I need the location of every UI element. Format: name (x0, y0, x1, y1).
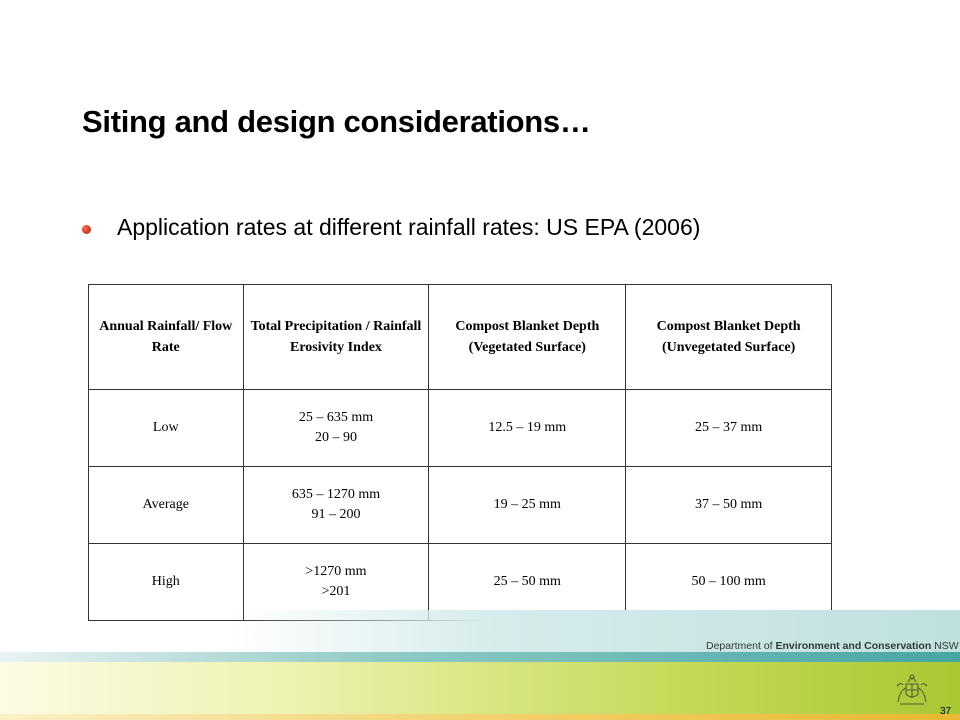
cell-unvegetated: 37 – 50 mm (625, 466, 832, 544)
cell-vegetated: 12.5 – 19 mm (428, 389, 627, 467)
header-total-precipitation: Total Precipitation / Rainfall Erosivity… (242, 284, 430, 390)
department-label: Department of Environment and Conservati… (706, 640, 959, 652)
dept-suffix: NSW (934, 640, 959, 652)
nsw-coat-of-arms-icon (896, 674, 928, 705)
cell-rate: Average (88, 466, 244, 544)
table-row: Low 25 – 635 mm 20 – 90 12.5 – 19 mm 25 … (88, 389, 832, 467)
cell-rate: High (88, 543, 244, 621)
cell-precipitation: 635 – 1270 mm 91 – 200 (242, 466, 430, 544)
bullet-item: Application rates at different rainfall … (82, 214, 700, 241)
slide-title: Siting and design considerations… (82, 104, 591, 139)
cell-precip-mm: 635 – 1270 mm (291, 487, 381, 502)
cell-rate: Low (88, 389, 244, 467)
cell-vegetated: 25 – 50 mm (428, 543, 627, 621)
table-row: High >1270 mm >201 25 – 50 mm 50 – 100 m… (88, 543, 832, 621)
cell-erosivity: >201 (321, 584, 351, 599)
cell-precipitation: 25 – 635 mm 20 – 90 (242, 389, 430, 467)
cell-unvegetated: 50 – 100 mm (625, 543, 832, 621)
cell-erosivity: 91 – 200 (311, 507, 361, 522)
cell-precipitation: >1270 mm >201 (242, 543, 430, 621)
cell-precip-mm: >1270 mm (305, 564, 367, 579)
cell-unvegetated: 25 – 37 mm (625, 389, 832, 467)
page-number: 37 (940, 706, 952, 717)
bullet-text: Application rates at different rainfall … (117, 214, 701, 240)
header-unvegetated-depth: Compost Blanket Depth (Unvegetated Surfa… (625, 284, 832, 390)
dept-prefix: Department of (706, 640, 773, 652)
dept-name: Environment and Conservation (775, 640, 932, 652)
header-vegetated-depth: Compost Blanket Depth (Vegetated Surface… (428, 284, 627, 390)
footer-band-gold (0, 714, 960, 720)
footer-band: Department of Environment and Conservati… (0, 610, 960, 720)
footer-band-green (0, 662, 960, 714)
table-header-row: Annual Rainfall/ Flow Rate Total Precipi… (88, 284, 832, 390)
cell-erosivity: 20 – 90 (314, 430, 357, 445)
footer-band-teal (0, 652, 960, 662)
cell-precip-mm: 25 – 635 mm (298, 410, 374, 425)
application-rates-table: Annual Rainfall/ Flow Rate Total Precipi… (88, 284, 832, 621)
cell-vegetated: 19 – 25 mm (428, 466, 627, 544)
table-row: Average 635 – 1270 mm 91 – 200 19 – 25 m… (88, 466, 832, 544)
bullet-dot-icon (82, 225, 91, 234)
footer-band-top (230, 610, 960, 654)
header-annual-rainfall: Annual Rainfall/ Flow Rate (88, 284, 244, 390)
